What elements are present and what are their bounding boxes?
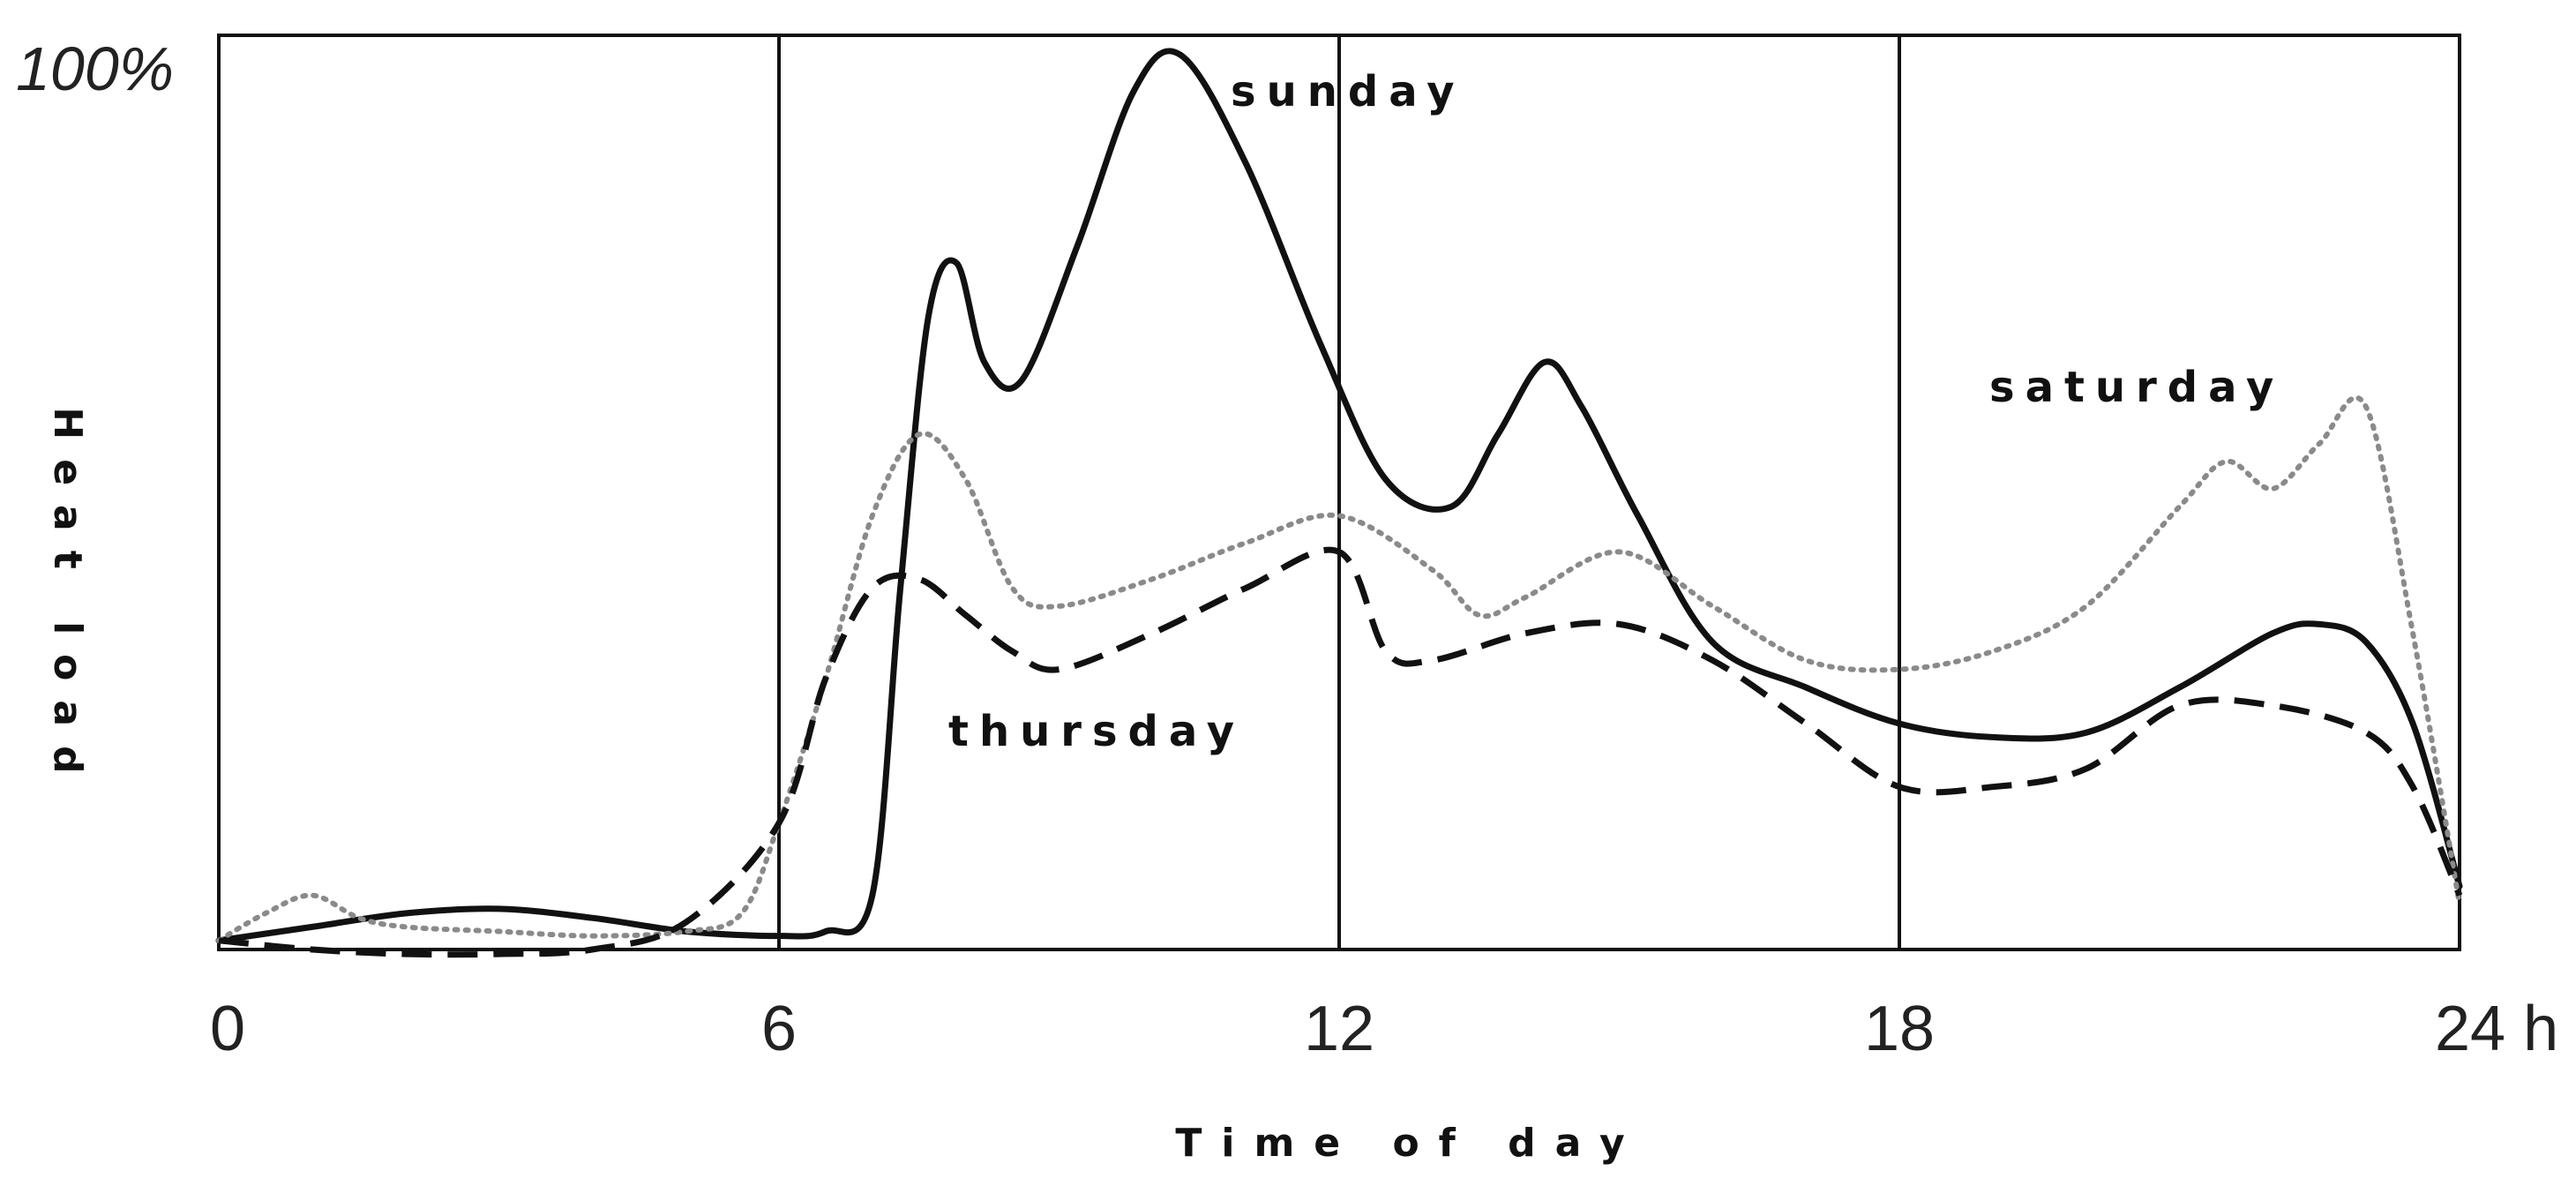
series-label-thursday: thursday: [948, 707, 1245, 756]
x-tick-label: 24 h: [2435, 994, 2558, 1064]
x-tick-label: 0: [210, 994, 245, 1064]
series-label-saturday: saturday: [1989, 363, 2284, 412]
vertical-gridlines: [777, 35, 1901, 950]
series-label-sunday: sunday: [1231, 67, 1464, 116]
series-line-saturday: [216, 394, 2462, 943]
x-axis-label: Time of day: [1175, 1121, 1644, 1166]
x-tick-label: 18: [1864, 994, 1935, 1064]
series-lines: [215, 48, 2463, 958]
x-tick-labels: 0 6 12 18 24 h: [210, 994, 2558, 1064]
x-tick-label: 12: [1304, 994, 1374, 1064]
series-line-sunday: [215, 48, 2463, 944]
y-axis-label: Heat load: [45, 407, 90, 792]
y-max-label: 100%: [16, 34, 174, 103]
x-tick-label: 6: [761, 994, 797, 1064]
